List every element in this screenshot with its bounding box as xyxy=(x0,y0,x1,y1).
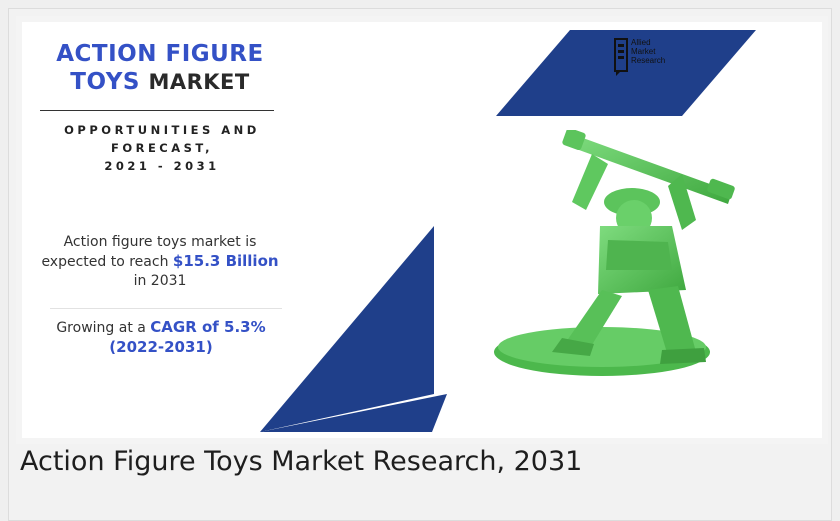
allied-market-research-logo: Allied Market Research xyxy=(614,38,694,78)
market-size-suffix: in 2031 xyxy=(133,273,187,289)
stat-divider xyxy=(50,308,282,309)
top-navy-parallelogram xyxy=(496,30,756,116)
title-line-1: ACTION FIGURE xyxy=(56,41,264,67)
subtitle-line-3: 2021 - 2031 xyxy=(104,159,220,173)
logo-text: Allied Market Research xyxy=(631,38,666,65)
market-size-prefix: Action figure toys market is expected to… xyxy=(41,234,257,270)
title-word-market: MARKET xyxy=(148,70,250,94)
title-word-toys: TOYS xyxy=(70,69,140,95)
cagr-period: (2022-2031) xyxy=(109,338,213,356)
market-size-value: $15.3 Billion xyxy=(172,252,279,270)
cagr-value: CAGR of 5.3% xyxy=(150,318,266,336)
background-shapes xyxy=(260,30,756,432)
infographic-title: ACTION FIGURE TOYS MARKET xyxy=(42,40,278,96)
title-divider xyxy=(40,110,274,111)
infographic-card: ACTION FIGURE TOYS MARKET OPPORTUNITIES … xyxy=(22,22,822,438)
cagr-prefix: Growing at a xyxy=(56,320,146,336)
green-army-man-figure-image xyxy=(494,130,735,376)
logo-mark-icon xyxy=(614,38,628,76)
subtitle: OPPORTUNITIES AND FORECAST, 2021 - 2031 xyxy=(42,121,282,175)
market-size-stat: Action figure toys market is expected to… xyxy=(32,233,288,291)
subtitle-line-2: FORECAST, xyxy=(110,141,214,155)
subtitle-line-1: OPPORTUNITIES AND xyxy=(64,123,260,137)
image-caption: Action Figure Toys Market Research, 2031 xyxy=(20,446,583,477)
cagr-stat: Growing at a CAGR of 5.3% (2022-2031) xyxy=(36,318,286,358)
